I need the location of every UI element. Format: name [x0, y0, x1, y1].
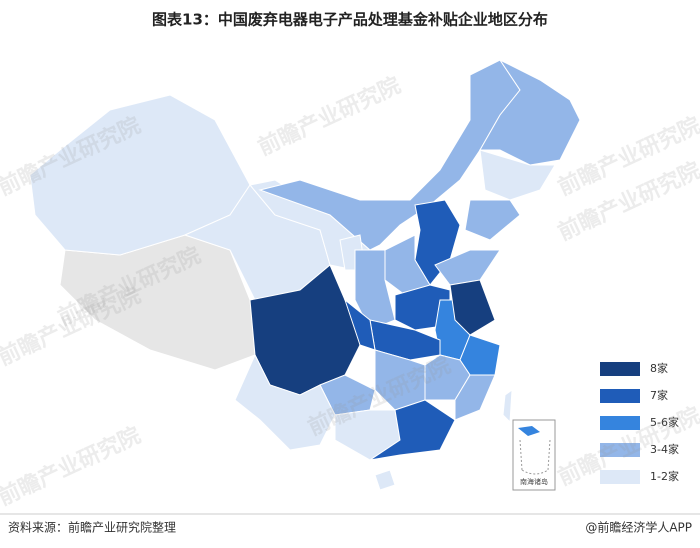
- inset-line: [519, 439, 551, 475]
- legend-swatch: [600, 416, 640, 430]
- map: [29, 58, 581, 491]
- province: [502, 388, 513, 424]
- legend-swatch: [600, 470, 640, 484]
- province: [434, 249, 501, 286]
- watermark: 前瞻产业研究院: [254, 72, 405, 161]
- province: [234, 353, 336, 451]
- legend-label: 7家: [650, 388, 668, 402]
- inset-label: 南海诸岛: [520, 477, 548, 486]
- inset-coast: [518, 426, 540, 436]
- province: [374, 469, 396, 491]
- province: [369, 399, 456, 461]
- province: [414, 199, 461, 286]
- legend: 8家 7家 5-6家 3-4家 1-2家: [600, 361, 679, 484]
- legend-label: 5-6家: [650, 415, 679, 429]
- legend-label: 1-2家: [650, 469, 679, 483]
- province: [449, 279, 496, 336]
- inset: 南海诸岛: [512, 419, 556, 491]
- legend-label: 8家: [650, 361, 668, 375]
- province: [479, 149, 556, 201]
- legend-swatch: [600, 389, 640, 403]
- province: [454, 374, 496, 421]
- credit: @前瞻经济学人APP: [585, 520, 692, 535]
- legend-swatch: [600, 443, 640, 457]
- legend-label: 3-4家: [650, 442, 679, 456]
- legend-swatch: [600, 362, 640, 376]
- province: [464, 199, 521, 241]
- source: 资料来源：前瞻产业研究院整理: [8, 520, 176, 535]
- watermark: 前瞻产业研究院: [0, 422, 145, 511]
- title: 图表13：中国废弃电器电子产品处理基金补贴企业地区分布: [152, 11, 548, 29]
